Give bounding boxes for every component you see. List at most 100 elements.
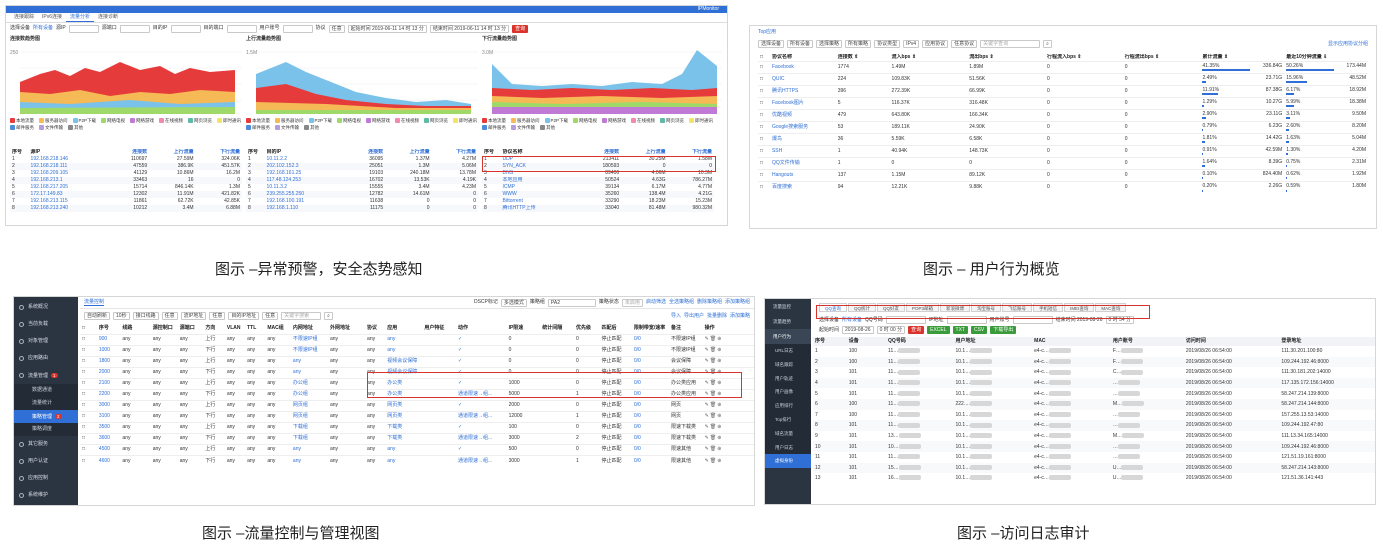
legend-item[interactable]: P2P下载 xyxy=(308,118,332,124)
delete-icon[interactable]: 🗑 xyxy=(709,424,718,431)
row-link[interactable]: WWW xyxy=(502,191,517,198)
source-ip-input[interactable] xyxy=(68,24,99,33)
more-icon[interactable]: ⊕ xyxy=(717,380,723,387)
row-link[interactable]: 192.168.1.110 xyxy=(266,205,299,212)
legend-item[interactable]: 网络游戏 xyxy=(602,118,626,124)
cell[interactable]: 2000 xyxy=(98,369,110,376)
cell[interactable]: 4600 xyxy=(98,457,110,464)
row-checkbox[interactable]: □ xyxy=(82,402,86,409)
cell[interactable]: 0/0 xyxy=(633,380,641,387)
legend-item[interactable]: P2P下载 xyxy=(544,118,568,124)
column-header[interactable]: 用户特征 xyxy=(424,325,445,332)
cell[interactable]: 0/0 xyxy=(633,391,641,398)
row-checkbox[interactable]: □ xyxy=(82,358,86,365)
tab-4[interactable]: 新浪微博 xyxy=(940,303,971,312)
cell[interactable]: 网页类 xyxy=(387,413,403,420)
tab-conn-track[interactable]: 连接跟踪 xyxy=(14,14,35,20)
app-name-link[interactable]: 优酷视频 xyxy=(771,112,792,119)
app-select[interactable]: 任意协议 xyxy=(951,40,978,49)
edit-icon[interactable]: ✎ xyxy=(704,380,710,387)
column-header[interactable]: QQ号码 xyxy=(888,338,906,345)
column-header[interactable]: 协议名称 xyxy=(771,54,792,61)
start-time[interactable]: 起始时间 2019-06-11 14 时 13 分 xyxy=(347,24,427,33)
sidebar-item[interactable]: 其它服务 xyxy=(14,436,78,453)
column-header[interactable]: 线路 xyxy=(122,325,133,332)
state-select[interactable]: 未启用 xyxy=(621,298,643,307)
column-header[interactable]: MAC xyxy=(1034,338,1046,345)
sidebar-item[interactable]: 虚拟身份 xyxy=(765,454,811,469)
action-cell[interactable]: ✓ xyxy=(458,446,463,453)
legend-item[interactable]: 网页浏览 xyxy=(188,118,212,124)
row-checkbox[interactable]: □ xyxy=(760,124,764,131)
column-header[interactable]: 连接数 xyxy=(132,149,148,156)
cell[interactable]: any xyxy=(387,336,396,343)
search-input[interactable]: 关键字搜索 xyxy=(281,312,322,320)
legend-item[interactable]: 网络电视 xyxy=(337,118,361,124)
tab-1[interactable]: QQ统计 xyxy=(848,303,877,312)
row-checkbox[interactable]: □ xyxy=(82,413,86,420)
protocol-select[interactable]: 任意 xyxy=(328,24,345,33)
column-header[interactable]: 应用 xyxy=(387,325,398,332)
cell[interactable]: 2100 xyxy=(98,380,110,387)
row-link[interactable]: 202.102.152.3 xyxy=(266,163,299,170)
iface-select[interactable]: 任意 xyxy=(161,312,178,320)
legend-item[interactable]: 其他 xyxy=(540,125,555,131)
delete-icon[interactable]: 🗑 xyxy=(709,446,718,453)
cell[interactable]: 网页组 xyxy=(292,402,308,409)
cell[interactable]: 900 xyxy=(98,336,108,343)
cell[interactable]: 0/0 xyxy=(633,358,641,365)
link-select-all[interactable]: 全选策略组 xyxy=(668,299,694,306)
row-link[interactable]: SYN_ACK xyxy=(502,163,526,170)
more-icon[interactable]: ⊕ xyxy=(717,457,723,464)
rule-group-select[interactable]: PA2 xyxy=(547,298,596,307)
cell[interactable]: 3500 xyxy=(98,424,110,431)
download-button[interactable]: 下载导出 xyxy=(990,326,1017,334)
src-port-input[interactable] xyxy=(119,24,150,33)
user-input[interactable] xyxy=(1012,316,1053,324)
device-select[interactable]: 所有设备 xyxy=(842,316,863,323)
column-header[interactable]: 访问时间 xyxy=(1185,338,1206,345)
tab-8[interactable]: IMEI查询 xyxy=(1064,303,1095,312)
export-link[interactable]: 导出用户 xyxy=(683,312,704,319)
legend-item[interactable]: 邮件服务 xyxy=(482,125,506,131)
cell[interactable]: 0/0 xyxy=(633,457,641,464)
action-cell[interactable]: ✓ xyxy=(458,369,463,376)
row-link[interactable]: 10.11.2.2 xyxy=(266,156,288,163)
column-header[interactable]: 行程流入bps ⇕ xyxy=(1047,54,1082,61)
legend-item[interactable]: 文件传输 xyxy=(511,125,535,131)
edit-icon[interactable]: ✎ xyxy=(704,446,710,453)
row-link[interactable]: 192.168.213.1 xyxy=(30,177,63,184)
column-header[interactable]: IP限速 xyxy=(508,325,524,332)
sidebar-item[interactable]: 系统维护 xyxy=(14,487,78,504)
sidebar-subitem[interactable]: 策略调度 xyxy=(14,423,78,436)
legend-item[interactable]: 即时通讯 xyxy=(217,118,241,124)
cell[interactable]: any xyxy=(387,347,396,354)
import-link[interactable]: 导入 xyxy=(670,312,681,319)
cell[interactable]: 办公组 xyxy=(292,380,308,387)
tab-ipv6[interactable]: IPv6连接 xyxy=(42,14,63,20)
link-add-group[interactable]: 添加策略组 xyxy=(724,299,750,306)
row-checkbox[interactable]: □ xyxy=(760,160,764,167)
column-header[interactable]: 动作 xyxy=(458,325,469,332)
column-header[interactable]: 序号 xyxy=(815,338,826,345)
select-all-checkbox[interactable]: □ xyxy=(82,325,86,332)
more-icon[interactable]: ⊕ xyxy=(717,358,723,365)
legend-item[interactable]: P2P下载 xyxy=(72,118,96,124)
row-link[interactable]: 192.168.217.205 xyxy=(30,184,69,191)
action-cell[interactable]: ✓ xyxy=(458,380,463,387)
select-all-checkbox[interactable]: □ xyxy=(760,54,764,61)
row-link[interactable]: 192.168.161.25 xyxy=(266,170,302,177)
delete-icon[interactable]: 🗑 xyxy=(709,413,718,420)
user-input[interactable] xyxy=(282,24,313,33)
delete-icon[interactable]: 🗑 xyxy=(709,347,718,354)
action-cell[interactable]: 通道限速→组... xyxy=(458,435,493,442)
delete-icon[interactable]: 🗑 xyxy=(709,391,718,398)
delete-icon[interactable]: 🗑 xyxy=(709,336,718,343)
tab-3[interactable]: POP3邮箱 xyxy=(906,303,940,312)
row-checkbox[interactable]: □ xyxy=(760,88,764,95)
legend-item[interactable]: 服务器访问 xyxy=(39,118,68,124)
app-name-link[interactable]: 腾讯HTTPS xyxy=(771,88,799,95)
column-header[interactable]: 内网地址 xyxy=(292,325,313,332)
sidebar-item-database[interactable]: 对象管理 xyxy=(14,333,78,350)
device-select[interactable]: 所有设备 xyxy=(787,40,814,49)
